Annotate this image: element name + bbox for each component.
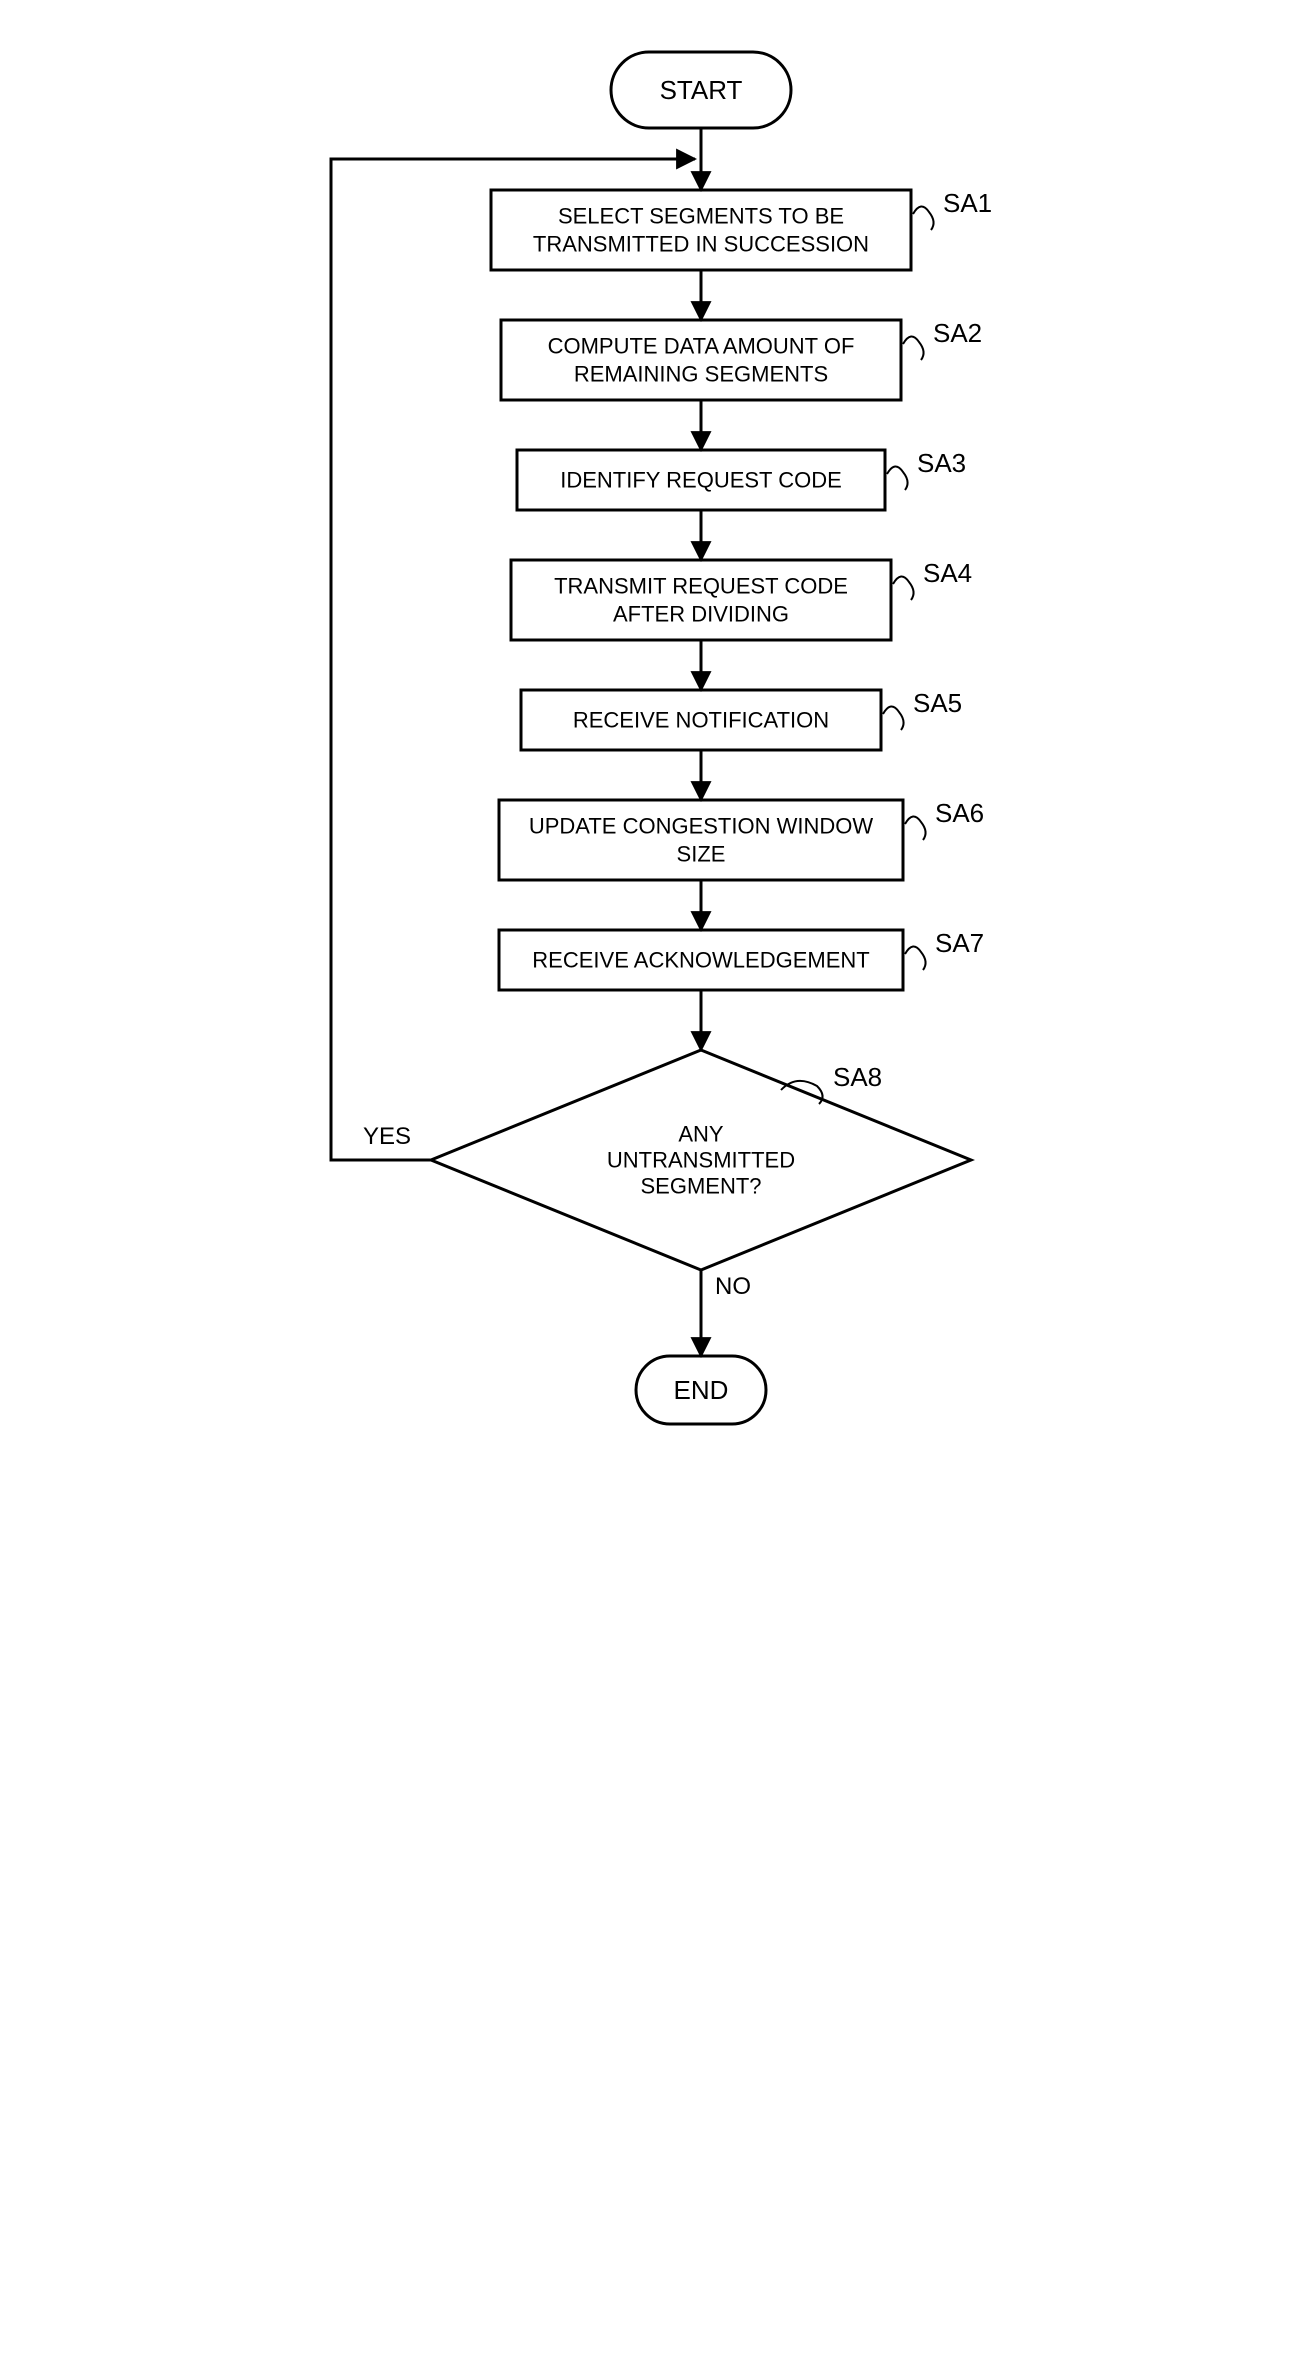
- step-label: SA2: [933, 318, 982, 348]
- decision-text: ANY: [678, 1122, 724, 1147]
- step-label-connector: [883, 706, 904, 730]
- decision-no-label: NO: [715, 1273, 751, 1300]
- step-label-connector: [905, 816, 926, 840]
- process-text: UPDATE CONGESTION WINDOW: [528, 814, 872, 839]
- step-label: SA4: [923, 558, 972, 588]
- process-text: RECEIVE ACKNOWLEDGEMENT: [532, 948, 869, 973]
- process-text: TRANSMITTED IN SUCCESSION: [532, 232, 868, 257]
- step-label-connector: [893, 576, 914, 600]
- process-box: [499, 800, 903, 880]
- process-text: REMAINING SEGMENTS: [573, 362, 827, 387]
- process-text: IDENTIFY REQUEST CODE: [560, 468, 842, 493]
- decision-text: SEGMENT?: [640, 1174, 761, 1199]
- terminator-label: START: [659, 75, 742, 105]
- step-label-connector: [913, 206, 934, 230]
- process-text: COMPUTE DATA AMOUNT OF: [547, 334, 854, 359]
- step-label: SA5: [913, 688, 962, 718]
- process-box: [491, 190, 911, 270]
- flow-arrow: [331, 159, 695, 1160]
- process-box: [511, 560, 891, 640]
- process-text: AFTER DIVIDING: [612, 602, 788, 627]
- process-text: SIZE: [676, 842, 725, 867]
- process-text: SELECT SEGMENTS TO BE: [557, 204, 843, 229]
- step-label-connector: [905, 946, 926, 970]
- process-text: TRANSMIT REQUEST CODE: [554, 574, 848, 599]
- process-box: [501, 320, 901, 400]
- step-label: SA7: [935, 928, 984, 958]
- step-label: SA6: [935, 798, 984, 828]
- terminator-label: END: [673, 1375, 728, 1405]
- step-label: SA1: [943, 188, 992, 218]
- flowchart-svg: START SELECT SEGMENTS TO BE TRANSMITTED IN…: [261, 20, 1041, 1440]
- step-label: SA8: [833, 1062, 882, 1092]
- step-label-connector: [903, 336, 924, 360]
- step-label-connector: [887, 466, 908, 490]
- process-text: RECEIVE NOTIFICATION: [572, 708, 828, 733]
- decision-yes-label: YES: [362, 1123, 410, 1150]
- decision-text: UNTRANSMITTED: [606, 1148, 794, 1173]
- step-label: SA3: [917, 448, 966, 478]
